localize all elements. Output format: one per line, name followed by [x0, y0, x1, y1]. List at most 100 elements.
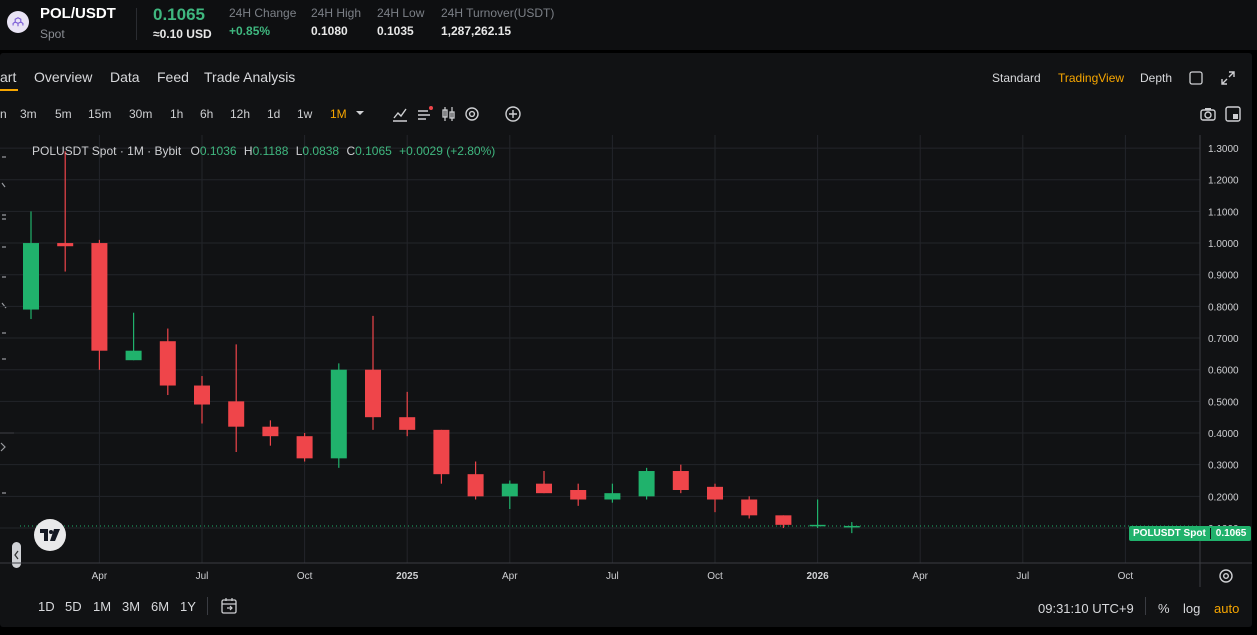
last-price: 0.1065 [153, 5, 205, 24]
tab-data[interactable]: Data [110, 69, 140, 85]
axis-settings-icon[interactable] [1218, 568, 1234, 584]
y-tick-label: 1.0000 [1208, 239, 1239, 250]
tab-overview[interactable]: Overview [34, 69, 93, 85]
view-standard[interactable]: Standard [992, 71, 1041, 85]
price-tag-label: POLUSDT Spot [1133, 528, 1206, 539]
candle-body[interactable] [296, 436, 313, 459]
candlestick-icon[interactable] [440, 105, 458, 123]
timeframe-option[interactable]: 30m [129, 107, 153, 121]
ticker-header: POL/USDT Spot 0.1065 ≈0.10 USD 24H Chang… [0, 0, 1257, 50]
visibility-tool-icon[interactable] [0, 442, 6, 452]
candle-body[interactable] [262, 426, 279, 437]
timeframe-option[interactable]: 1w [297, 107, 313, 121]
candle-body[interactable] [57, 243, 74, 247]
candle-body[interactable] [570, 490, 587, 500]
timeframe-option[interactable]: 1d [267, 107, 281, 121]
tab-feed[interactable]: Feed [157, 69, 189, 85]
candle-body[interactable] [194, 385, 210, 405]
stat-label-change: 24H Change [229, 6, 297, 20]
candle-body[interactable] [365, 369, 381, 418]
candle-body[interactable] [604, 493, 621, 500]
candle-body[interactable] [91, 243, 108, 351]
camera-icon[interactable] [1199, 105, 1217, 123]
x-tick-label: Apr [912, 571, 928, 582]
candle-body[interactable] [536, 483, 552, 494]
candlestick-chart[interactable]: 1.3000 1.2000 1.1000 1.0000 0.9000 0.8000 0.70… [0, 53, 1252, 593]
range-button[interactable]: 5D [65, 599, 82, 614]
timeframe-option[interactable]: 3m [20, 107, 37, 121]
candles-layer [20, 151, 1200, 534]
auto-scale-toggle[interactable]: auto [1214, 601, 1240, 616]
fib-tool-icon[interactable] [2, 214, 6, 220]
stat-label-low: 24H Low [377, 6, 425, 20]
candle-body[interactable] [672, 471, 689, 491]
candle-body[interactable] [125, 350, 142, 361]
x-tick-label: Oct [297, 571, 313, 582]
candle-body[interactable] [638, 471, 655, 497]
settings-gear-icon[interactable] [463, 105, 481, 123]
legend-low: 0.0838 [302, 144, 340, 158]
toolbar-collapse-handle[interactable] [12, 542, 21, 568]
price-tag-value: 0.1065 [1209, 528, 1252, 539]
range-button[interactable]: 3M [122, 599, 141, 614]
clock-time[interactable]: 09:31:10 UTC+9 [1038, 601, 1134, 616]
checkbox-icon[interactable] [1189, 71, 1203, 85]
x-tick-label: 2026 [806, 571, 829, 582]
view-depth[interactable]: Depth [1140, 71, 1173, 85]
log-scale-toggle[interactable]: log [1183, 601, 1201, 616]
candle-body[interactable] [707, 486, 723, 500]
candle-body[interactable] [467, 474, 484, 497]
symbol-name[interactable]: POL/USDT [40, 5, 116, 22]
tab-trade-analysis[interactable]: Trade Analysis [204, 69, 296, 85]
timeframe-option[interactable]: 6h [200, 107, 214, 121]
add-indicator-icon[interactable] [504, 105, 522, 123]
legend-h-label: H [243, 144, 253, 158]
y-tick-label: 0.3000 [1208, 461, 1239, 472]
range-button[interactable]: 1D [38, 599, 55, 614]
candle-body[interactable] [228, 401, 245, 427]
indicators-icon[interactable] [416, 105, 434, 123]
y-tick-label: 0.9000 [1208, 271, 1239, 282]
candle-body[interactable] [843, 525, 860, 528]
tab-chart[interactable]: art [0, 69, 17, 85]
legend-high: 0.1188 [252, 144, 289, 158]
candle-body[interactable] [775, 515, 792, 525]
stat-value-change: +0.85% [229, 24, 271, 38]
layout-icon[interactable] [1224, 105, 1242, 123]
x-tick-label: Jul [1016, 571, 1029, 582]
measure-tool-icon[interactable] [1, 302, 7, 309]
candle-body[interactable] [330, 369, 347, 459]
x-tick-label: Apr [92, 571, 108, 582]
legend-c-label: C [346, 144, 356, 158]
timeframe-option[interactable]: 12h [230, 107, 251, 121]
date-range-icon[interactable] [220, 597, 240, 615]
range-button[interactable]: 6M [151, 599, 170, 614]
candle-body[interactable] [809, 524, 826, 527]
candle-body[interactable] [501, 483, 518, 497]
candle-body[interactable] [23, 243, 39, 310]
view-tradingview[interactable]: TradingView [1058, 71, 1125, 85]
ohlc-legend: POLUSDT Spot · 1M · Bybit O0.1036 H0.118… [32, 144, 495, 158]
expand-icon[interactable] [1220, 70, 1236, 86]
trendline-tool-icon[interactable] [1, 182, 6, 188]
legend-o-label: O [190, 144, 200, 158]
timeframe-option-active[interactable]: 1M [330, 107, 347, 121]
range-button[interactable]: 1Y [180, 599, 196, 614]
candle-body[interactable] [159, 341, 176, 386]
line-chart-icon[interactable] [391, 105, 409, 123]
timeframe-option[interactable]: n [0, 107, 7, 121]
timeframe-option[interactable]: 1h [170, 107, 184, 121]
candle-body[interactable] [741, 499, 758, 516]
candle-body[interactable] [399, 417, 416, 430]
candle-body[interactable] [433, 429, 450, 475]
y-tick-label: 0.5000 [1208, 397, 1239, 408]
legend-close: 0.1065 [355, 144, 392, 158]
tradingview-logo[interactable] [34, 519, 66, 551]
percent-scale-toggle[interactable]: % [1158, 601, 1170, 616]
x-tick-label: Oct [1118, 571, 1134, 582]
timeframe-option[interactable]: 5m [55, 107, 72, 121]
chevron-down-icon[interactable] [355, 108, 373, 126]
timeframe-option[interactable]: 15m [88, 107, 112, 121]
divider [207, 597, 208, 615]
range-button[interactable]: 1M [93, 599, 112, 614]
